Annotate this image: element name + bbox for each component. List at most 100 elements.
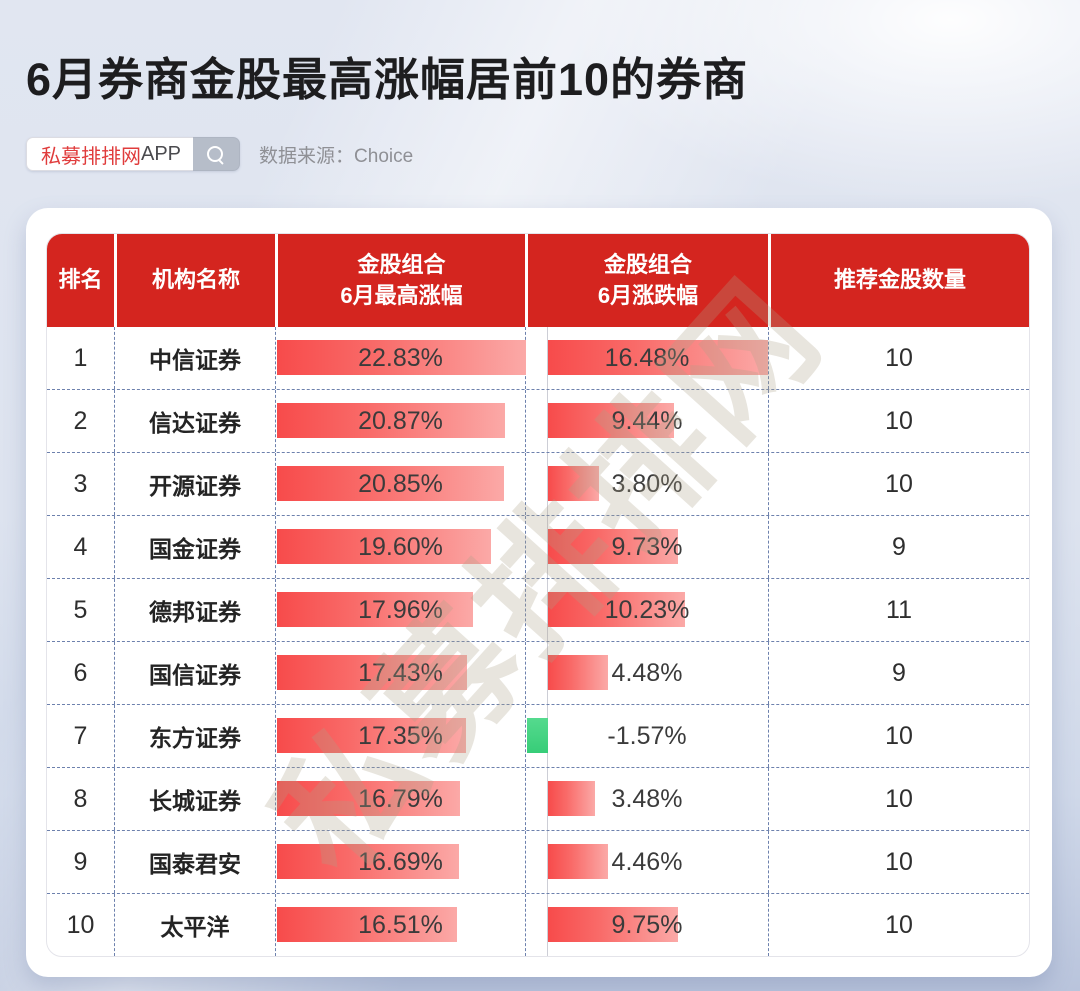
rank-cell: 6 [47, 642, 114, 704]
change-label: 4.48% [611, 658, 683, 687]
search-button[interactable] [193, 137, 241, 171]
change-cell: 4.48% [525, 642, 768, 704]
institution-cell: 国金证券 [114, 516, 275, 578]
max-gain-cell: 22.83% [275, 327, 526, 389]
header-rank: 排名 [58, 267, 103, 293]
institution-name: 长城证券 [149, 788, 241, 814]
rank-cell: 1 [47, 327, 114, 389]
rank-cell: 8 [47, 768, 114, 830]
stock-count: 10 [885, 343, 913, 372]
change-cell: 3.80% [525, 453, 768, 515]
change-label: 3.80% [611, 469, 683, 498]
header-institution: 机构名称 [114, 234, 275, 327]
change-bar [548, 844, 608, 879]
max-gain-bar [277, 466, 505, 501]
change-label: 16.48% [604, 343, 690, 372]
institution-name: 开源证券 [149, 473, 241, 499]
stock-count: 10 [885, 784, 913, 813]
change-cell: 16.48% [525, 327, 768, 389]
max-gain-label: 17.96% [358, 595, 443, 624]
max-gain-cell: 17.96% [275, 579, 525, 641]
data-source: 数据来源：Choice [259, 145, 414, 167]
count-cell: 10 [768, 894, 1029, 956]
stock-count: 10 [885, 469, 913, 498]
max-gain-label: 16.69% [358, 847, 443, 876]
max-gain-label: 22.83% [358, 343, 443, 372]
max-gain-cell: 16.79% [275, 768, 525, 830]
change-bar [548, 781, 595, 816]
max-gain-bar [277, 718, 467, 753]
table-row: 6 国信证券 17.43% 4.48% 9 [47, 641, 1029, 704]
count-cell: 9 [768, 642, 1029, 704]
max-gain-label: 17.43% [358, 658, 443, 687]
rank-value: 4 [73, 532, 88, 561]
app-badge[interactable]: 私募排排网 APP [26, 137, 241, 171]
change-cell: 9.75% [525, 894, 768, 956]
institution-cell: 中信证券 [114, 327, 275, 389]
change-cell: -1.57% [525, 705, 768, 767]
table-row: 9 国泰君安 16.69% 4.46% 10 [47, 830, 1029, 893]
table-row: 7 东方证券 17.35% -1.57% 10 [47, 704, 1029, 767]
institution-cell: 开源证券 [114, 453, 275, 515]
rank-value: 7 [73, 721, 88, 750]
rank-cell: 5 [47, 579, 114, 641]
count-cell: 10 [768, 453, 1029, 515]
stock-count: 10 [885, 910, 913, 939]
rankings-table: 排名 机构名称 金股组合 6月最高涨幅 金股组合 6月涨跌幅 推荐金股数量 1 … [46, 233, 1030, 957]
page-title: 6月券商金股最高涨幅居前10的券商 [26, 54, 749, 105]
max-gain-bar [277, 655, 468, 690]
search-icon [207, 146, 224, 162]
change-bar [548, 907, 679, 942]
change-cell: 9.73% [525, 516, 768, 578]
max-gain-bar [277, 907, 458, 942]
institution-name: 中信证券 [149, 347, 241, 373]
institution-name: 德邦证券 [149, 599, 241, 625]
stock-count: 10 [885, 721, 913, 750]
table-row: 8 长城证券 16.79% 3.48% 10 [47, 767, 1029, 830]
rank-value: 5 [73, 595, 88, 624]
brand-suffix: APP [141, 142, 182, 165]
count-cell: 10 [768, 768, 1029, 830]
institution-name: 信达证券 [149, 410, 241, 436]
rank-value: 10 [66, 910, 95, 939]
max-gain-label: 16.79% [358, 784, 443, 813]
rank-cell: 3 [47, 453, 114, 515]
change-label: 4.46% [611, 847, 683, 876]
rank-value: 3 [73, 469, 88, 498]
max-gain-cell: 16.51% [275, 894, 525, 956]
max-gain-bar [277, 781, 461, 816]
institution-cell: 东方证券 [114, 705, 275, 767]
stock-count: 11 [886, 595, 912, 624]
rank-value: 8 [73, 784, 88, 813]
change-cell: 3.48% [525, 768, 768, 830]
stock-count: 10 [885, 406, 913, 435]
change-cell: 9.44% [525, 390, 768, 452]
institution-name: 国金证券 [149, 536, 241, 562]
count-cell: 10 [768, 705, 1029, 767]
header-change: 金股组合 6月涨跌幅 [525, 234, 768, 327]
max-gain-cell: 20.85% [275, 453, 525, 515]
rank-cell: 9 [47, 831, 114, 893]
rank-cell: 2 [47, 390, 114, 452]
max-gain-label: 19.60% [358, 532, 443, 561]
change-label: 3.48% [611, 784, 683, 813]
institution-cell: 国信证券 [114, 642, 275, 704]
change-label: 10.23% [604, 595, 690, 624]
max-gain-bar [277, 403, 505, 438]
count-cell: 10 [768, 327, 1029, 389]
change-cell: 10.23% [525, 579, 768, 641]
max-gain-label: 17.35% [358, 721, 443, 750]
stock-count: 9 [892, 658, 906, 687]
max-gain-label: 16.51% [358, 910, 443, 939]
max-gain-label: 20.85% [358, 469, 443, 498]
institution-name: 国信证券 [149, 662, 241, 688]
max-gain-bar [277, 592, 473, 627]
rank-value: 2 [73, 406, 88, 435]
table-card: 排名 机构名称 金股组合 6月最高涨幅 金股组合 6月涨跌幅 推荐金股数量 1 … [26, 208, 1052, 977]
table-row: 5 德邦证券 17.96% 10.23% 11 [47, 578, 1029, 641]
table-body: 1 中信证券 22.83% 16.48% 10 2 信达证券 20.87% 9.… [47, 327, 1029, 956]
count-cell: 10 [768, 390, 1029, 452]
institution-name: 国泰君安 [149, 851, 241, 877]
max-gain-cell: 17.35% [275, 705, 525, 767]
